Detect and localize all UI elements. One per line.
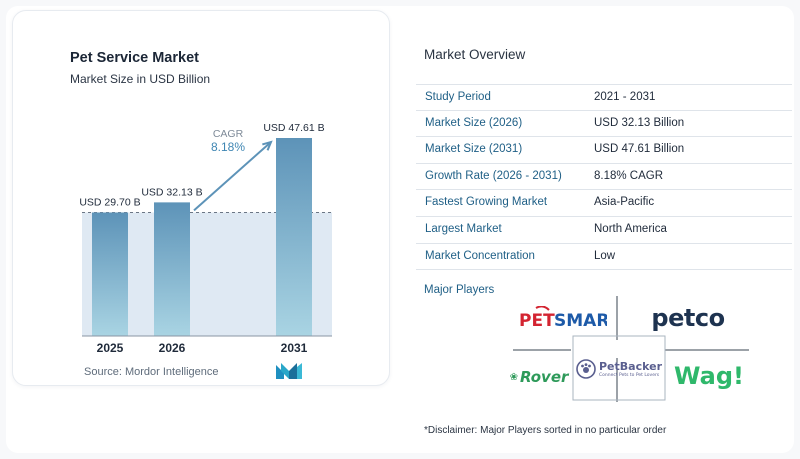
disclaimer: *Disclaimer: Major Players sorted in no … (424, 425, 667, 436)
chart-title: Pet Service Market (70, 50, 199, 66)
overview-value: 8.18% CAGR (594, 169, 664, 182)
cagr-arrow-head (262, 140, 273, 151)
overview-row-market-size-2026: Market Size (2026) USD 32.13 Billion (416, 111, 792, 138)
logo-grid-lines (513, 296, 749, 402)
market-overview-table: Study Period 2021 - 2031 Market Size (20… (416, 84, 792, 271)
overview-label: Growth Rate (2026 - 2031) (425, 169, 562, 182)
bar-chart: USD 29.70 B 2025 USD 32.13 B 2026 USD 47.61 … (79, 122, 332, 355)
cagr-arrow-line (193, 141, 272, 212)
overview-row-market-size-2031: Market Size (2031) USD 47.61 Billion (416, 137, 792, 164)
overview-value: North America (594, 222, 667, 235)
rover-logo: ❀ Rover (507, 362, 571, 392)
cagr-value: 8.18% (211, 140, 245, 154)
overview-value: USD 47.61 Billion (594, 143, 685, 156)
tick-label-2026: 2026 (159, 341, 186, 355)
petbacker-tagline: Connect Pets to Pet Lovers (598, 373, 660, 378)
petco-logo: petco (623, 298, 753, 338)
rover-logo-text: Rover (519, 368, 569, 386)
overview-label: Fastest Growing Market (425, 196, 548, 209)
overview-label: Market Size (2026) (425, 116, 523, 129)
overview-row-fastest-growing: Fastest Growing Market Asia-Pacific (416, 190, 792, 217)
overview-value: Low (594, 249, 616, 262)
bar-2025 (92, 212, 128, 336)
tick-label-2025: 2025 (97, 341, 124, 355)
paw-icon: ❀ (509, 371, 518, 383)
overview-row-largest-market: Largest Market North America (416, 217, 792, 244)
mordor-intelligence-logo-icon (276, 363, 302, 379)
overview-label: Market Concentration (425, 249, 535, 262)
chart-subtitle: Market Size in USD Billion (70, 72, 211, 86)
bar-2031 (276, 138, 312, 336)
chart-source: Source: Mordor Intelligence (84, 366, 219, 378)
cagr-label: CAGR (213, 128, 244, 140)
petbacker-logo-text: PetBacker (598, 360, 662, 373)
overview-row-study-period: Study Period 2021 - 2031 (416, 84, 792, 111)
petsmart-logo-text-pet: PET (519, 311, 555, 330)
major-players-title: Major Players (424, 284, 495, 296)
wag-logo-text: Wag! (674, 362, 744, 390)
overview-label: Study Period (425, 91, 491, 103)
petsmart-logo-icon: PET SMART (519, 306, 607, 330)
tick-label-2031: 2031 (281, 341, 308, 355)
major-players-logos: PET SMART petco ❀ Rover PetBacker Connec… (505, 292, 765, 407)
petsmart-logo-text-smart: SMART (554, 311, 607, 330)
overview-value: 2021 - 2031 (594, 91, 656, 103)
data-label-2026: USD 32.13 B (141, 186, 202, 198)
overview-row-growth-rate: Growth Rate (2026 - 2031) 8.18% CAGR (416, 164, 792, 191)
overview-row-concentration: Market Concentration Low (416, 244, 792, 271)
bar-2026 (154, 202, 190, 336)
overview-value: Asia-Pacific (594, 196, 655, 209)
market-overview-title: Market Overview (424, 47, 526, 62)
petco-logo-text: petco (651, 304, 725, 332)
wag-logo: Wag! (667, 356, 751, 396)
petbacker-logo: PetBacker Connect Pets to Pet Lovers (575, 344, 663, 394)
petbacker-badge-icon (576, 359, 596, 379)
overview-label: Market Size (2031) (425, 143, 523, 156)
data-label-2025: USD 29.70 B (79, 196, 140, 208)
data-label-2031: USD 47.61 B (263, 122, 324, 134)
overview-value: USD 32.13 Billion (594, 116, 685, 129)
petsmart-logo: PET SMART (513, 302, 613, 334)
overview-label: Largest Market (425, 222, 502, 235)
